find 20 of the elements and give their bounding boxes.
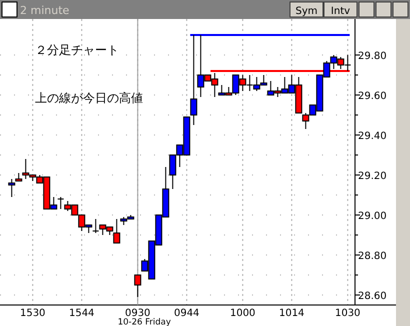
- chart-title: 2 minute: [20, 4, 70, 17]
- button: Intv: [324, 2, 358, 18]
- y-tick-label: 29.00: [358, 211, 387, 222]
- x-tick-label: 0930: [124, 308, 150, 319]
- button: Sym: [290, 2, 324, 18]
- text: 10-26 Friday: [118, 318, 171, 326]
- y-tick-label: 29.40: [358, 131, 387, 142]
- x-tick-label: 1014: [278, 308, 304, 319]
- x-tick-label: 1030: [334, 308, 360, 319]
- x-tick-label: 1530: [20, 308, 46, 319]
- annotation: 上の線が今日の高値: [35, 91, 143, 105]
- x-tick-label: 1000: [230, 308, 256, 319]
- y-tick-label: 29.60: [358, 91, 387, 102]
- y-tick-label: 28.60: [358, 291, 387, 302]
- x-tick-label: 0944: [174, 308, 200, 319]
- annotation: ２分足チャート: [35, 43, 119, 57]
- y-tick-label: 29.20: [358, 171, 387, 182]
- x-tick-label: 1544: [68, 308, 94, 319]
- y-tick-label: 29.80: [358, 51, 387, 62]
- y-tick-label: 28.80: [358, 251, 387, 262]
